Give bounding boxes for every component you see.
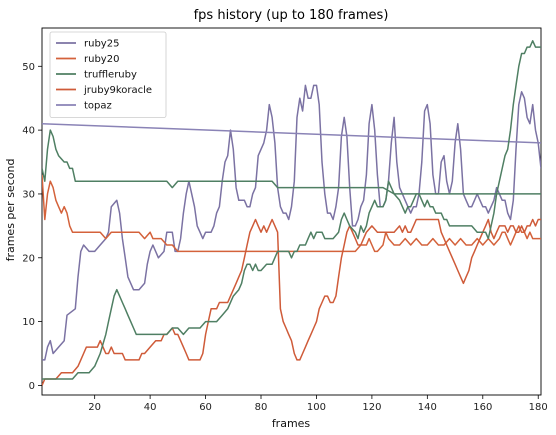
x-tick-label: 180 xyxy=(529,402,548,413)
x-axis: 20 40 60 80 100 120 140 160 180 xyxy=(88,395,548,413)
legend: ruby25 ruby20 truffleruby jruby9koracle topa… xyxy=(49,31,167,118)
legend-entry: truffleruby xyxy=(84,70,137,81)
chart-title: fps history (up to 180 frames) xyxy=(194,8,389,23)
legend-entry: jruby9koracle xyxy=(83,85,152,96)
y-axis-label: frames per second xyxy=(4,159,17,262)
legend-entry: topaz xyxy=(84,101,112,112)
series-lines xyxy=(42,40,541,386)
series-line-unlabeled-5 xyxy=(42,40,541,380)
series-line-jruby9koracle xyxy=(42,218,541,386)
series-line-topaz xyxy=(42,122,541,144)
x-tick-label: 120 xyxy=(362,402,381,413)
legend-box xyxy=(49,31,167,118)
y-tick-label: 40 xyxy=(22,126,35,137)
legend-entry: ruby25 xyxy=(84,39,119,50)
y-tick-label: 10 xyxy=(22,317,35,328)
series-line-ruby20 xyxy=(42,174,541,253)
y-tick-label: 50 xyxy=(22,62,35,73)
series-line-truffleruby xyxy=(42,129,541,195)
y-tick-label: 30 xyxy=(22,189,35,200)
x-tick-label: 140 xyxy=(418,402,437,413)
series-line-ruby25 xyxy=(42,84,541,361)
legend-entry: ruby20 xyxy=(84,54,119,65)
y-tick-label: 20 xyxy=(22,253,35,264)
x-tick-label: 40 xyxy=(144,402,157,413)
y-tick-label: 0 xyxy=(29,381,35,392)
x-tick-label: 100 xyxy=(307,402,326,413)
x-tick-label: 80 xyxy=(255,402,268,413)
x-tick-label: 20 xyxy=(88,402,101,413)
y-axis: 0 10 20 30 40 50 xyxy=(22,62,42,392)
plot-area xyxy=(41,27,542,396)
x-axis-label: frames xyxy=(272,417,311,430)
x-tick-label: 60 xyxy=(199,402,212,413)
x-tick-label: 160 xyxy=(473,402,492,413)
